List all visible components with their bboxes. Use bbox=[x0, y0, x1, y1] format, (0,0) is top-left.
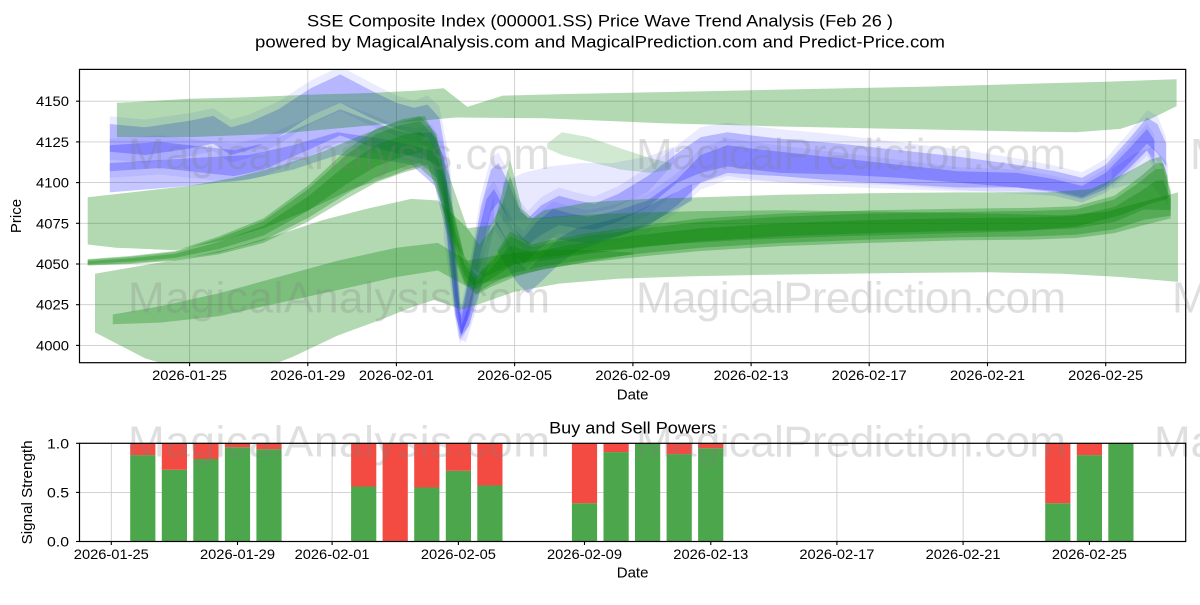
svg-text:2026-02-21: 2026-02-21 bbox=[950, 367, 1025, 383]
svg-text:2026-02-01: 2026-02-01 bbox=[295, 546, 370, 562]
svg-text:2026-02-01: 2026-02-01 bbox=[359, 367, 434, 383]
svg-text:MagicalAnalysis.com: MagicalAnalysis.com bbox=[128, 417, 550, 466]
svg-text:MagicalPrediction.com: MagicalPrediction.com bbox=[636, 273, 1066, 322]
svg-text:Date: Date bbox=[617, 387, 649, 404]
svg-text:2026-02-25: 2026-02-25 bbox=[1052, 546, 1127, 562]
svg-text:MagicalAnalysis.com: MagicalAnalysis.com bbox=[1172, 273, 1200, 322]
svg-text:4000: 4000 bbox=[36, 337, 69, 353]
svg-text:0.5: 0.5 bbox=[47, 484, 69, 500]
svg-text:2026-01-25: 2026-01-25 bbox=[152, 367, 227, 383]
svg-text:2026-02-09: 2026-02-09 bbox=[595, 367, 670, 383]
svg-text:SSE Composite Index (000001.SS: SSE Composite Index (000001.SS) Price Wa… bbox=[307, 12, 893, 31]
svg-text:Signal Strength: Signal Strength bbox=[19, 440, 36, 544]
svg-text:MagicalPrediction.com: MagicalPrediction.com bbox=[636, 130, 1066, 179]
svg-text:powered by MagicalAnalysis.com: powered by MagicalAnalysis.com and Magic… bbox=[255, 33, 945, 52]
svg-text:4125: 4125 bbox=[36, 134, 69, 150]
svg-text:4025: 4025 bbox=[36, 297, 69, 313]
svg-text:Date: Date bbox=[617, 565, 649, 582]
svg-text:4100: 4100 bbox=[36, 175, 69, 191]
svg-text:Price: Price bbox=[8, 199, 25, 233]
svg-text:2026-02-17: 2026-02-17 bbox=[832, 367, 907, 383]
svg-text:2026-02-05: 2026-02-05 bbox=[477, 367, 552, 383]
svg-text:4075: 4075 bbox=[36, 215, 69, 231]
svg-text:2026-02-25: 2026-02-25 bbox=[1068, 367, 1143, 383]
svg-text:2026-02-17: 2026-02-17 bbox=[799, 546, 874, 562]
svg-text:MagicalAnalysis.com: MagicalAnalysis.com bbox=[128, 130, 550, 179]
svg-text:MagicalAnalysis.com: MagicalAnalysis.com bbox=[1154, 417, 1200, 466]
svg-text:Buy and Sell Powers: Buy and Sell Powers bbox=[549, 419, 716, 438]
svg-text:MagicalPrediction.com: MagicalPrediction.com bbox=[636, 417, 1066, 466]
svg-text:MagicalAnalysis.com: MagicalAnalysis.com bbox=[128, 273, 550, 322]
svg-text:2026-01-29: 2026-01-29 bbox=[200, 546, 275, 562]
svg-text:4150: 4150 bbox=[36, 93, 69, 109]
svg-text:2026-02-13: 2026-02-13 bbox=[673, 546, 748, 562]
svg-text:2026-01-29: 2026-01-29 bbox=[270, 367, 345, 383]
svg-text:2026-01-25: 2026-01-25 bbox=[74, 546, 149, 562]
svg-text:2026-02-21: 2026-02-21 bbox=[926, 546, 1001, 562]
svg-text:0.0: 0.0 bbox=[47, 534, 69, 550]
svg-text:2026-02-13: 2026-02-13 bbox=[714, 367, 789, 383]
svg-text:1.0: 1.0 bbox=[47, 435, 69, 451]
svg-text:2026-02-05: 2026-02-05 bbox=[421, 546, 496, 562]
svg-text:MagicalAnalysis.com: MagicalAnalysis.com bbox=[1190, 130, 1200, 179]
svg-text:4050: 4050 bbox=[36, 256, 69, 272]
svg-text:2026-02-09: 2026-02-09 bbox=[547, 546, 622, 562]
